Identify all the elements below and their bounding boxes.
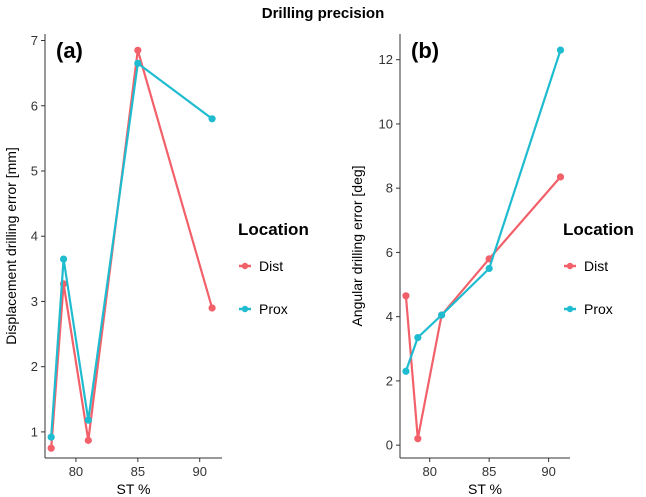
data-point-dist — [84, 436, 92, 444]
y-tick-label: 6 — [386, 245, 393, 260]
data-point-dist — [134, 46, 142, 54]
x-axis-label: ST % — [117, 481, 151, 497]
legend-label-dist: Dist — [259, 258, 283, 274]
series-line-prox — [50, 62, 213, 438]
data-point-prox — [59, 255, 68, 263]
y-tick-label: 6 — [31, 98, 38, 113]
y-tick-label: 1 — [31, 424, 38, 439]
x-axis-label: ST % — [468, 481, 502, 497]
legend-marker-dist — [241, 262, 249, 270]
data-point-dist — [414, 435, 422, 443]
y-tick-label: 10 — [379, 116, 393, 131]
panel-label: (a) — [56, 38, 83, 63]
y-tick-label: 3 — [31, 294, 38, 309]
data-point-dist — [556, 173, 565, 181]
y-tick-label: 2 — [386, 373, 393, 388]
data-point-prox — [556, 46, 565, 54]
y-axis-label: Angular drilling error [deg] — [349, 165, 365, 326]
figure-title: Drilling precision — [262, 5, 385, 22]
data-point-prox — [84, 416, 92, 424]
legend-title: Location — [238, 220, 309, 239]
data-point-dist — [402, 292, 410, 300]
x-tick-label: 80 — [69, 464, 83, 479]
panel-label: (b) — [411, 38, 439, 63]
x-tick-label: 80 — [422, 464, 436, 479]
y-tick-label: 8 — [386, 181, 393, 196]
y-tick-label: 5 — [31, 163, 38, 178]
x-tick-label: 85 — [131, 464, 145, 479]
series-line-prox — [404, 49, 562, 372]
legend-marker-prox — [566, 305, 574, 313]
legend-label-prox: Prox — [259, 301, 288, 317]
x-tick-label: 90 — [192, 464, 206, 479]
x-tick-label: 85 — [482, 464, 496, 479]
data-point-dist — [208, 304, 216, 312]
data-point-prox — [208, 115, 216, 123]
data-point-prox — [414, 333, 422, 342]
y-tick-label: 4 — [386, 309, 393, 324]
x-tick-label: 90 — [541, 464, 555, 479]
y-tick-label: 7 — [31, 33, 38, 48]
y-tick-label: 4 — [31, 229, 38, 244]
data-point-prox — [47, 433, 55, 441]
legend-marker-prox — [241, 305, 249, 313]
data-point-prox — [402, 367, 410, 375]
series-line-dist — [404, 176, 562, 440]
legend-title: Location — [563, 220, 634, 239]
data-point-prox — [485, 264, 493, 273]
legend-label-dist: Dist — [584, 258, 608, 274]
legend-marker-dist — [566, 262, 574, 270]
legend-label-prox: Prox — [584, 301, 613, 317]
y-tick-label: 12 — [379, 52, 393, 67]
y-axis-label: Displacement drilling error [mm] — [3, 147, 19, 345]
data-point-prox — [134, 59, 142, 67]
data-point-prox — [438, 311, 446, 319]
panel-a: 1 2 3 4 5 6 7 80 85 90 ST % Displacement drilling e… — [3, 33, 309, 497]
panel-b: 0 2 4 6 8 10 12 80 85 90 ST % Angular drilling erro… — [349, 34, 634, 497]
y-tick-label: 2 — [31, 359, 38, 374]
data-point-dist — [47, 444, 55, 452]
y-tick-label: 0 — [386, 438, 393, 453]
